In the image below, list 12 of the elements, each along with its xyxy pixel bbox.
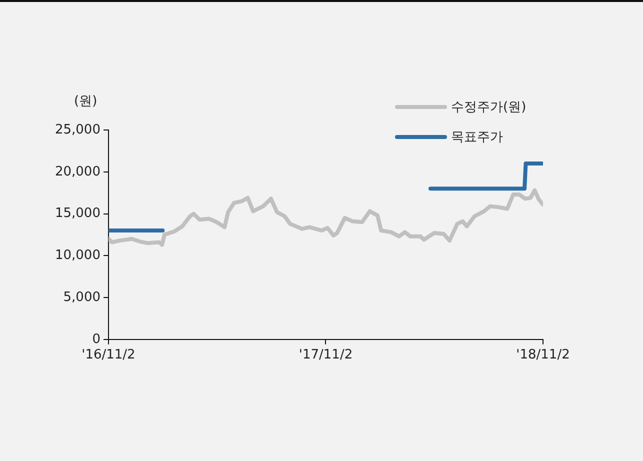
y-tick-label: 20,000	[54, 164, 100, 180]
x-tick-label: '16/11/2	[82, 348, 136, 363]
y-tick-label: 15,000	[54, 206, 100, 222]
y-tick-label: 10,000	[54, 248, 100, 264]
legend-label: 수정주가(원)	[451, 99, 526, 116]
x-tick-label: '17/11/2	[298, 348, 353, 363]
y-tick-label: 25,000	[54, 122, 100, 138]
legend-label: 목표주가	[451, 129, 503, 146]
y-axis-title: (원)	[74, 93, 98, 110]
y-tick-label: 5,000	[63, 290, 100, 305]
y-tick-label: 0	[92, 332, 100, 347]
x-tick-label: '18/11/2	[516, 348, 570, 363]
